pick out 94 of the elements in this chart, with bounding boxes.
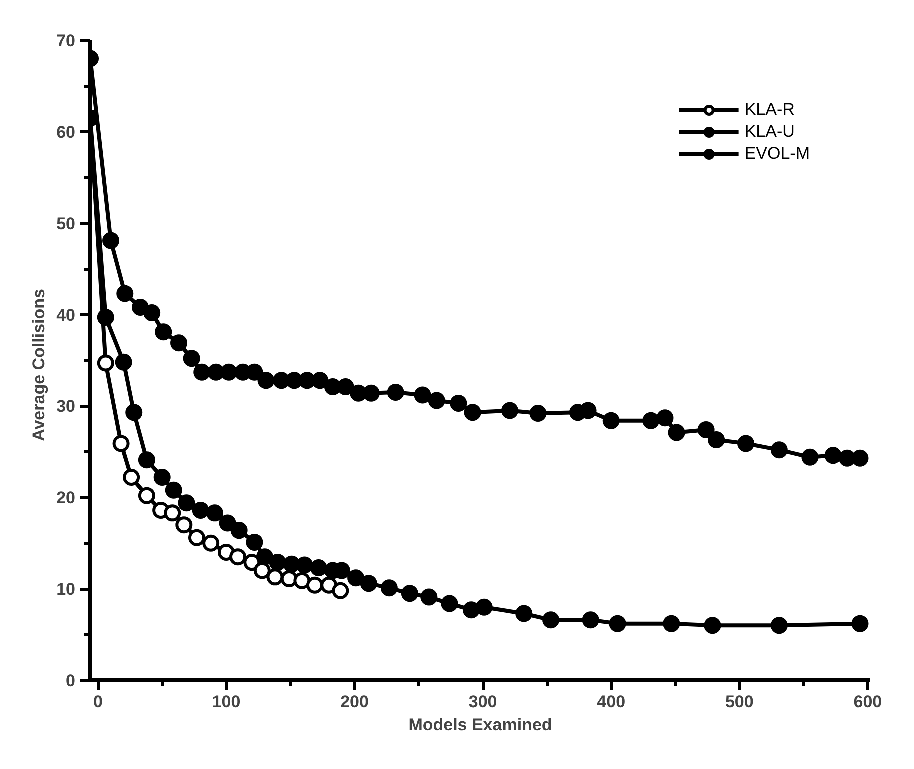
point xyxy=(310,560,328,577)
point xyxy=(463,602,480,619)
point xyxy=(580,402,597,420)
point xyxy=(102,232,120,250)
point xyxy=(337,378,354,396)
x-tick-label: 200 xyxy=(340,692,369,712)
point xyxy=(348,570,365,587)
point xyxy=(420,588,438,606)
point xyxy=(192,502,210,519)
point xyxy=(602,412,620,430)
y-tick-label: 70 xyxy=(56,32,76,50)
point xyxy=(138,452,156,469)
point xyxy=(194,364,211,381)
point xyxy=(188,529,206,546)
point xyxy=(138,487,156,504)
point xyxy=(642,412,660,430)
point xyxy=(112,435,130,452)
point xyxy=(296,556,314,574)
point xyxy=(230,548,247,566)
x-axis-title: Models Examined xyxy=(408,716,552,734)
y-tick-label: 50 xyxy=(56,214,76,234)
point xyxy=(123,469,140,486)
y-tick-label: 0 xyxy=(66,672,76,690)
point xyxy=(663,615,680,632)
point xyxy=(115,354,132,371)
point xyxy=(269,554,286,572)
point xyxy=(176,516,193,534)
point xyxy=(126,404,143,422)
point xyxy=(256,548,274,566)
point xyxy=(360,575,378,592)
point xyxy=(165,482,182,499)
point xyxy=(476,598,493,616)
x-tick-label: 0 xyxy=(93,692,103,712)
point xyxy=(738,435,755,452)
point xyxy=(770,442,788,459)
x-tick-label: 500 xyxy=(725,692,754,712)
point xyxy=(387,384,404,401)
point xyxy=(414,386,432,404)
y-tick-label: 20 xyxy=(56,488,76,508)
point xyxy=(450,394,468,412)
point xyxy=(306,576,324,594)
legend-label: KLA-R xyxy=(744,100,795,120)
point xyxy=(516,605,533,622)
y-axis-title: Average Collisions xyxy=(30,289,49,442)
point xyxy=(802,448,819,466)
point xyxy=(97,309,114,326)
point xyxy=(428,392,446,410)
point xyxy=(116,285,134,302)
legend-label: EVOL-M xyxy=(744,144,810,164)
point xyxy=(258,372,275,390)
point xyxy=(401,585,418,602)
point xyxy=(582,612,600,629)
point xyxy=(852,450,869,467)
point xyxy=(656,410,674,427)
point xyxy=(178,494,196,512)
point xyxy=(202,534,220,552)
point xyxy=(164,504,182,522)
point xyxy=(144,304,161,322)
point xyxy=(312,372,329,390)
point xyxy=(220,364,238,381)
point xyxy=(230,522,248,540)
point xyxy=(824,447,842,464)
point xyxy=(246,534,264,551)
point xyxy=(441,595,458,612)
x-tick-label: 600 xyxy=(854,692,882,712)
legend-label: KLA-U xyxy=(744,122,795,142)
point xyxy=(609,615,626,632)
x-tick-label: 400 xyxy=(597,692,626,712)
point xyxy=(170,334,188,352)
point xyxy=(332,582,350,600)
point xyxy=(294,572,311,590)
point xyxy=(770,617,788,634)
point xyxy=(183,350,200,368)
point xyxy=(502,402,519,420)
x-tick-label: 300 xyxy=(468,692,498,712)
point xyxy=(668,424,686,442)
point xyxy=(704,617,722,634)
y-tick-label: 40 xyxy=(56,306,76,325)
point xyxy=(464,404,482,422)
x-tick-label: 100 xyxy=(212,692,241,712)
point xyxy=(206,504,224,522)
point xyxy=(380,580,398,597)
point xyxy=(852,615,869,632)
point xyxy=(219,514,236,532)
y-tick-label: 30 xyxy=(56,397,76,416)
y-tick-label: 10 xyxy=(56,580,76,600)
point xyxy=(530,405,547,422)
point xyxy=(708,432,726,449)
point xyxy=(97,354,114,372)
point xyxy=(155,324,172,341)
point xyxy=(154,469,171,486)
point xyxy=(698,422,715,438)
y-tick-label: 60 xyxy=(56,122,76,142)
point xyxy=(542,612,560,629)
